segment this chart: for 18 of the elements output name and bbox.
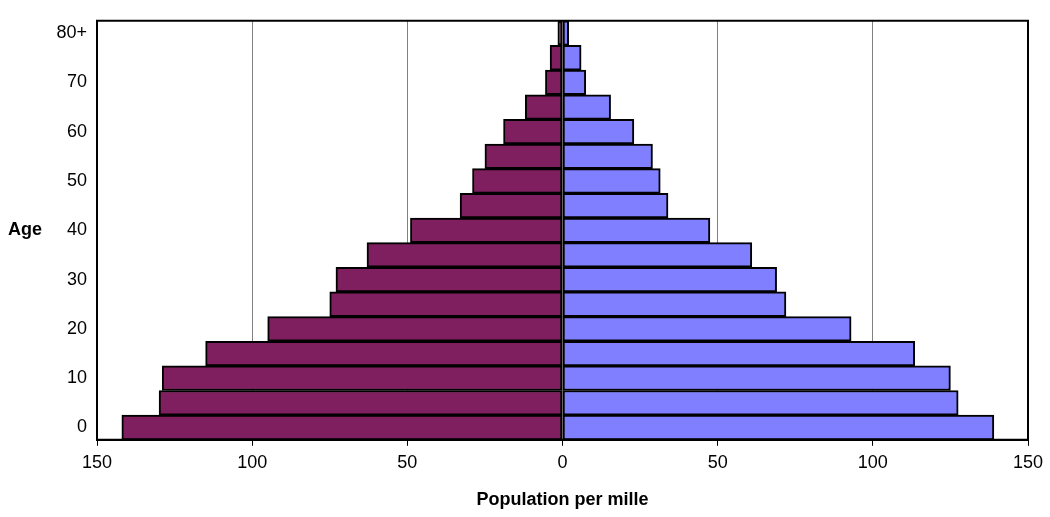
y-tick-label: 0 bbox=[76, 416, 87, 437]
y-tick-label: 20 bbox=[66, 317, 87, 338]
x-tick-label: 50 bbox=[397, 451, 418, 472]
x-tick-label: 50 bbox=[707, 451, 728, 472]
y-tick-label: 50 bbox=[66, 169, 87, 190]
y-tick-label: 60 bbox=[66, 120, 87, 141]
x-tick-label: 100 bbox=[857, 451, 888, 472]
y-tick-label: 40 bbox=[66, 219, 87, 240]
x-axis-title: Population per mille bbox=[476, 489, 649, 510]
y-axis-title: Age bbox=[8, 219, 43, 240]
y-tick-label: 80+ bbox=[56, 22, 87, 43]
y-tick-label: 10 bbox=[66, 367, 87, 388]
x-tick-label: 150 bbox=[1012, 451, 1044, 472]
x-tick-label: 0 bbox=[557, 451, 568, 472]
y-tick-label: 70 bbox=[66, 71, 87, 92]
y-tick-label: 30 bbox=[66, 268, 87, 289]
x-tick-label: 150 bbox=[81, 451, 113, 472]
x-tick-label: 100 bbox=[237, 451, 268, 472]
